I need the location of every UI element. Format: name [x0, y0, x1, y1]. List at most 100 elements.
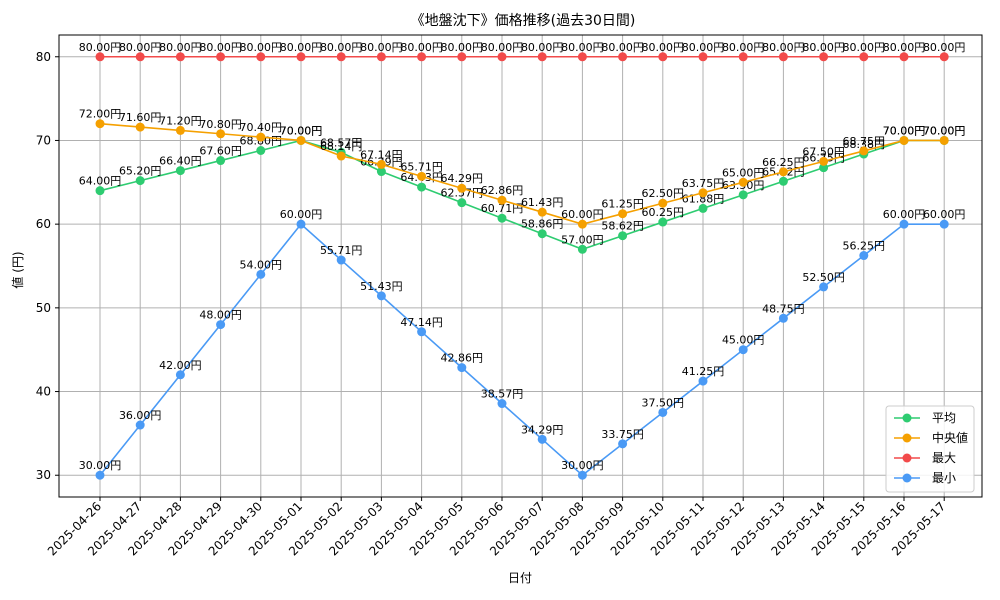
data-point — [135, 176, 145, 186]
data-point — [658, 198, 668, 208]
data-label: 37.50円 — [642, 396, 685, 409]
data-label: 61.25円 — [601, 198, 644, 211]
data-label: 55.71円 — [320, 244, 363, 257]
data-point — [417, 327, 427, 337]
data-label: 80.00円 — [79, 41, 122, 54]
data-label: 63.75円 — [682, 177, 725, 190]
data-point — [376, 52, 386, 62]
y-tick-label: 60 — [36, 217, 51, 231]
data-label: 30.00円 — [79, 459, 122, 472]
data-label: 80.00円 — [360, 41, 403, 54]
data-label: 80.00円 — [843, 41, 886, 54]
data-point — [537, 434, 547, 444]
series-line — [99, 122, 945, 225]
data-label: 80.00円 — [521, 41, 564, 54]
data-point — [216, 52, 226, 62]
data-point — [135, 420, 145, 430]
legend-swatch-marker — [902, 433, 912, 443]
data-point — [256, 146, 266, 155]
data-label: 67.14円 — [360, 148, 403, 161]
data-label: 68.14円 — [320, 140, 363, 153]
data-point — [457, 363, 467, 373]
data-point — [376, 167, 386, 177]
data-point — [778, 176, 788, 186]
data-point — [738, 177, 748, 187]
data-point — [296, 52, 306, 62]
data-point — [819, 163, 829, 173]
data-point — [698, 52, 708, 62]
data-point — [256, 132, 266, 142]
data-point — [738, 345, 748, 355]
legend-swatch-marker — [902, 473, 912, 483]
data-point — [95, 119, 105, 129]
data-label: 66.40円 — [159, 155, 202, 168]
data-point — [698, 376, 708, 386]
data-label: 34.29円 — [521, 423, 564, 436]
data-point — [497, 213, 507, 223]
data-label: 58.86円 — [521, 218, 564, 231]
legend-entry: 中央値 — [932, 430, 968, 445]
data-point — [618, 209, 628, 219]
data-label: 60.00円 — [561, 208, 604, 221]
data-point — [95, 470, 105, 480]
legend-entry: 最大 — [932, 451, 956, 465]
data-point — [537, 207, 547, 217]
data-label: 64.00円 — [79, 175, 122, 188]
data-label: 52.50円 — [802, 271, 845, 284]
data-point — [497, 399, 507, 409]
data-point — [859, 251, 869, 261]
data-point — [577, 52, 587, 62]
data-label: 36.00円 — [119, 409, 162, 422]
data-label: 38.57円 — [481, 388, 524, 401]
data-label: 62.50円 — [642, 187, 685, 200]
data-point — [216, 156, 226, 166]
data-label: 65.71円 — [400, 160, 443, 173]
data-point — [417, 171, 427, 181]
data-point — [537, 229, 547, 239]
data-label: 70.00円 — [883, 124, 926, 137]
data-point — [738, 52, 748, 62]
data-point — [577, 219, 587, 229]
data-label: 80.00円 — [159, 41, 202, 54]
y-tick-label: 50 — [36, 301, 51, 315]
data-point — [899, 52, 909, 62]
data-point — [778, 167, 788, 177]
legend-box — [885, 405, 975, 493]
data-label: 56.25円 — [843, 240, 886, 253]
y-axis-label: 値 (円) — [10, 251, 25, 288]
data-point — [577, 470, 587, 480]
data-label: 70.00円 — [883, 124, 926, 137]
data-point — [336, 52, 346, 62]
data-point — [417, 52, 427, 62]
data-point — [899, 219, 909, 229]
series-line — [99, 222, 945, 477]
data-label: 71.20円 — [159, 114, 202, 127]
data-point — [216, 129, 226, 139]
data-point — [859, 146, 869, 156]
y-tick-label: 40 — [36, 385, 51, 399]
data-label: 67.60円 — [199, 145, 242, 158]
data-label: 70.00円 — [280, 124, 323, 137]
data-label: 30.00円 — [561, 459, 604, 472]
legend-entry: 最小 — [932, 471, 956, 485]
data-label: 60.00円 — [280, 208, 323, 221]
data-point — [618, 52, 628, 62]
data-point — [175, 125, 185, 135]
data-label: 80.00円 — [802, 41, 845, 54]
data-point — [175, 52, 185, 62]
data-point — [457, 198, 467, 208]
data-label: 80.00円 — [561, 41, 604, 54]
data-label: 60.71円 — [481, 202, 524, 215]
data-point — [175, 370, 185, 380]
data-label: 62.57円 — [441, 187, 484, 200]
data-label: 54.00円 — [240, 258, 283, 271]
data-label: 61.43円 — [521, 196, 564, 209]
data-point — [457, 52, 467, 62]
data-point — [899, 135, 909, 145]
data-label: 80.00円 — [119, 41, 162, 54]
data-point — [859, 52, 869, 62]
data-point — [819, 52, 829, 62]
data-label: 60.00円 — [923, 208, 966, 221]
y-axis: 30 40 50 60 70 80 — [36, 50, 59, 482]
